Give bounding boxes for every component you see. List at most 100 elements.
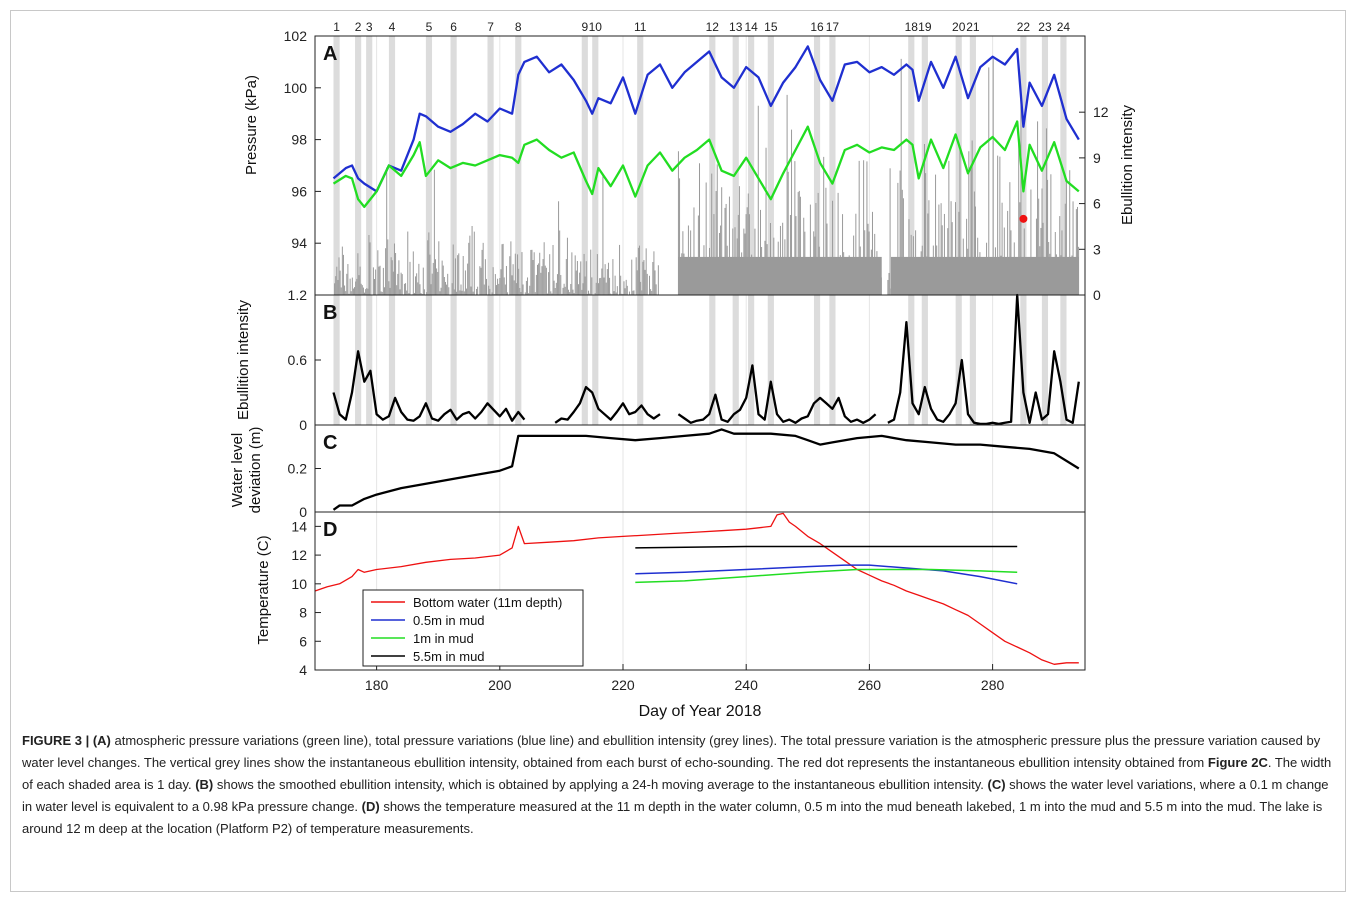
shaded-band-label-22: 22 xyxy=(1017,20,1031,34)
vertical-gridlines xyxy=(376,36,994,670)
shaded-band-12 xyxy=(709,36,716,425)
caption-a-text: atmospheric pressure variations (green l… xyxy=(22,733,1321,770)
series-line-D-0 xyxy=(314,512,1079,665)
shaded-band-label-20: 20 xyxy=(952,20,966,34)
ytick-label-D: 12 xyxy=(291,547,307,563)
shaded-band-21 xyxy=(969,36,976,425)
caption-label: FIGURE 3 | xyxy=(22,733,93,748)
shaded-band-4 xyxy=(388,36,396,425)
shaded-band-label-19: 19 xyxy=(918,20,932,34)
shaded-band-label-3: 3 xyxy=(366,20,373,34)
ebullition-dense-block xyxy=(678,256,882,295)
shaded-band-label-15: 15 xyxy=(764,20,778,34)
shaded-band-label-16: 16 xyxy=(810,20,824,34)
series-line-D-2 xyxy=(635,568,1018,584)
xtick-label: 180 xyxy=(365,677,389,693)
shaded-band-label-5: 5 xyxy=(426,20,433,34)
ytick-label-D: 10 xyxy=(291,576,307,592)
shaded-band-label-9: 9 xyxy=(581,20,588,34)
caption-a-tag: (A) xyxy=(92,733,111,748)
ytick-label-D: 4 xyxy=(299,662,307,678)
shaded-band-23 xyxy=(1041,36,1049,425)
series-line-A-1 xyxy=(332,120,1080,209)
ytick-label-B: 0 xyxy=(299,417,307,433)
y2tick-label: 9 xyxy=(1093,150,1101,166)
ytick-label-A: 94 xyxy=(291,235,307,251)
shaded-band-24 xyxy=(1060,36,1067,425)
caption-d-tag: (D) xyxy=(361,799,380,814)
ytick-label-D: 14 xyxy=(291,518,307,534)
panel-letter-C: C xyxy=(323,432,337,454)
shaded-band-label-6: 6 xyxy=(450,20,457,34)
series-line-C-0 xyxy=(332,428,1080,511)
y-axis-label-C2: deviation (m) xyxy=(247,427,264,514)
y2tick-label: 12 xyxy=(1093,104,1109,120)
shaded-band-11 xyxy=(637,36,644,425)
shaded-band-label-10: 10 xyxy=(589,20,603,34)
shaded-band-label-2: 2 xyxy=(355,20,362,34)
axes-frame-C xyxy=(314,424,1086,513)
y-axis-label-A: Pressure (kPa) xyxy=(243,75,260,175)
xtick-label: 240 xyxy=(735,677,759,693)
shaded-band-label-13: 13 xyxy=(729,20,743,34)
shaded-band-10 xyxy=(592,36,599,425)
xtick-label: 260 xyxy=(858,677,882,693)
y2tick-label: 3 xyxy=(1093,241,1101,257)
red-marker xyxy=(1019,214,1028,223)
legend-label-3: 5.5m in mud xyxy=(413,649,485,664)
shaded-band-label-4: 4 xyxy=(389,20,396,34)
shaded-band-22 xyxy=(1020,36,1027,425)
panel-letter-B: B xyxy=(323,302,337,324)
figure-frame xyxy=(10,10,1346,892)
shaded-band-9 xyxy=(581,36,588,425)
xtick-label: 280 xyxy=(981,677,1005,693)
legend-label-0: Bottom water (11m depth) xyxy=(413,595,562,610)
series-line-D-3 xyxy=(635,545,1018,549)
series-lines xyxy=(314,45,1080,665)
figure-caption: FIGURE 3 | (A) atmospheric pressure vari… xyxy=(22,730,1332,840)
panel-letter-A: A xyxy=(323,43,337,65)
y-axis-label-C1: Water level xyxy=(229,433,246,507)
shaded-band-label-24: 24 xyxy=(1057,20,1071,34)
shaded-band-label-1: 1 xyxy=(333,20,340,34)
shaded-band-14 xyxy=(748,36,755,425)
ytick-label-A: 100 xyxy=(284,80,308,96)
xtick-label: 200 xyxy=(488,677,512,693)
shaded-band-3 xyxy=(366,36,373,425)
shaded-band-label-23: 23 xyxy=(1038,20,1052,34)
xtick-label: 220 xyxy=(611,677,635,693)
ytick-label-A: 98 xyxy=(291,132,307,148)
caption-figure-ref: Figure 2C xyxy=(1207,755,1268,770)
shaded-band-18 xyxy=(908,36,915,425)
axes-frame-D xyxy=(314,511,1086,671)
y2tick-label: 0 xyxy=(1093,287,1101,303)
axes xyxy=(314,35,1086,671)
shaded-band-6 xyxy=(450,36,457,425)
caption-b-tag: (B) xyxy=(195,777,214,792)
y2tick-label: 6 xyxy=(1093,196,1101,212)
shaded-band-label-14: 14 xyxy=(744,20,758,34)
figure-chart: 1 2 3 4 5 6 7 8 9 10 11 12 13 14 15 16 17 18 19 20 21 22 23 24A… xyxy=(229,20,1136,720)
ytick-label-A: 102 xyxy=(284,28,308,44)
ytick-label-C: 0 xyxy=(299,504,307,520)
shaded-band-label-17: 17 xyxy=(826,20,840,34)
ytick-label-D: 8 xyxy=(299,605,307,621)
y2-axis-label: Ebullition intensity xyxy=(1119,104,1136,225)
shaded-band-7 xyxy=(487,36,494,425)
caption-c-text: shows the water level variations, where … xyxy=(22,777,1329,814)
legend-label-2: 1m in mud xyxy=(413,631,474,646)
caption-c-tag: (C) xyxy=(987,777,1006,792)
caption-b-text: shows the smoothed ebullition intensity,… xyxy=(213,777,988,792)
shaded-band-label-12: 12 xyxy=(706,20,720,34)
x-axis-label: Day of Year 2018 xyxy=(639,703,762,720)
y-axis-label-D: Temperature (C) xyxy=(255,535,272,644)
shaded-band-label-8: 8 xyxy=(515,20,522,34)
shaded-band-label-18: 18 xyxy=(905,20,919,34)
shaded-band-13 xyxy=(732,36,739,425)
ytick-label-B: 0.6 xyxy=(288,352,308,368)
panel-letter-D: D xyxy=(323,519,337,541)
ytick-label-A: 96 xyxy=(291,183,307,199)
ytick-label-B: 1.2 xyxy=(288,287,308,303)
series-line-D-1 xyxy=(635,564,1018,585)
shaded-band-label-21: 21 xyxy=(966,20,980,34)
